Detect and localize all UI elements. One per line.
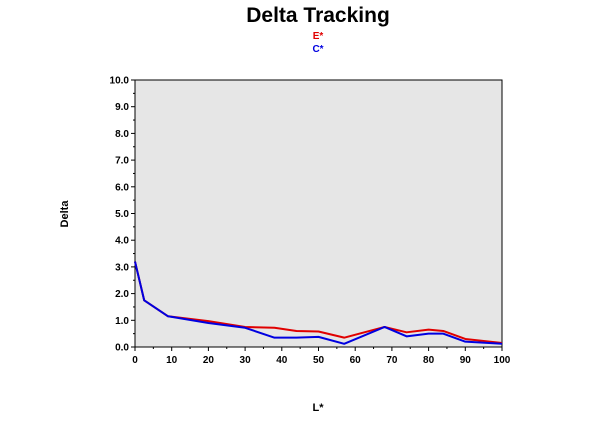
y-tick-label: 10.0	[110, 76, 130, 87]
x-tick-label: 50	[313, 355, 325, 366]
x-tick-label: 40	[276, 355, 288, 366]
x-tick-label: 80	[423, 355, 435, 366]
y-tick-label: 0.0	[115, 343, 129, 354]
y-tick-label: 2.0	[115, 289, 129, 300]
y-tick-label: 4.0	[115, 236, 129, 247]
y-tick-label: 8.0	[115, 129, 129, 140]
y-tick-label: 7.0	[115, 156, 129, 167]
y-axis-label: Delta	[59, 200, 71, 228]
x-tick-label: 30	[240, 355, 252, 366]
plot-area	[134, 79, 503, 348]
y-tick-label: 9.0	[115, 102, 129, 113]
y-tick-label: 1.0	[115, 316, 129, 327]
x-tick-label: 90	[460, 355, 472, 366]
series-lines	[134, 261, 503, 345]
y-tick-label: 3.0	[115, 262, 129, 273]
x-axis-label: L*	[313, 402, 325, 414]
y-tick-label: 6.0	[115, 182, 129, 193]
x-tick-label: 100	[494, 355, 511, 366]
y-tick-label: 5.0	[115, 209, 129, 220]
x-axis-ticks: 0 10 20 30 40 50 60 70 80 90 100	[132, 347, 511, 366]
series-line-c	[134, 261, 503, 345]
y-axis-ticks: 0.0 1.0 2.0 3.0 4.0 5.0 6.0 7.0 8.0 9.0 10.0	[110, 76, 135, 354]
x-tick-label: 10	[166, 355, 178, 366]
x-tick-label: 20	[203, 355, 215, 366]
x-tick-label: 0	[132, 355, 138, 366]
x-tick-label: 70	[386, 355, 398, 366]
legend-entry-c: C*	[312, 44, 323, 55]
x-tick-label: 60	[350, 355, 362, 366]
chart-title: Delta Tracking	[246, 4, 390, 27]
legend-entry-e: E*	[313, 31, 324, 42]
